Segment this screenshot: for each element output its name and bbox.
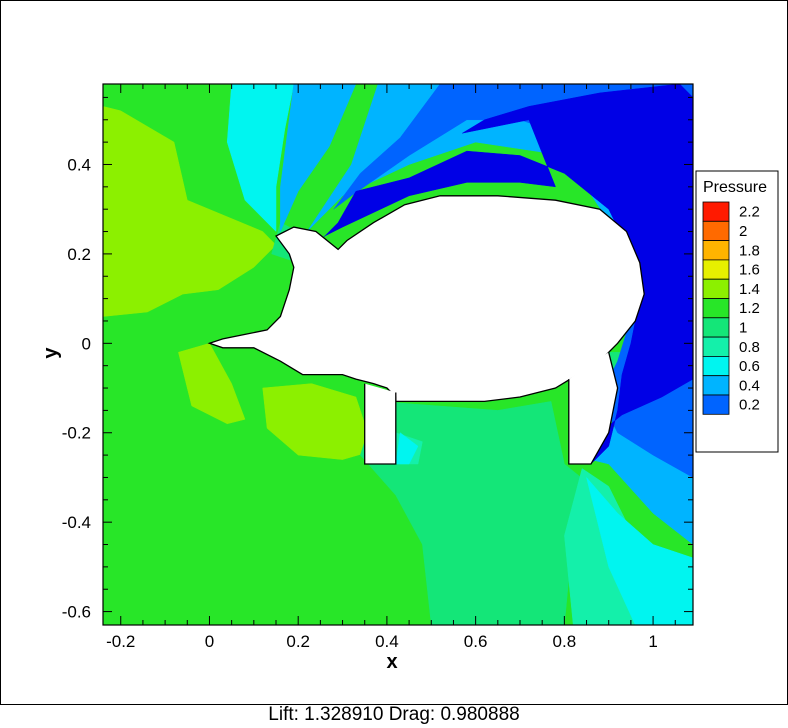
x-tick-label: 1 — [648, 632, 657, 651]
legend-swatch — [702, 298, 730, 319]
contour-region-3 — [262, 383, 374, 460]
legend-label: 1.6 — [739, 262, 760, 279]
pig-leg-outline-1 — [568, 352, 619, 465]
y-tick-label: 0.4 — [67, 155, 91, 174]
legend-swatch — [702, 240, 730, 261]
legend-label: 1.2 — [739, 300, 760, 317]
y-tick-label: -0.6 — [62, 603, 91, 622]
contour-region-1 — [103, 106, 277, 317]
pig-leg-0 — [364, 383, 396, 464]
legend-swatch — [702, 259, 730, 280]
pig-body — [207, 195, 645, 465]
x-tick-label: -0.2 — [106, 632, 135, 651]
y-tick-label: 0.2 — [67, 245, 91, 264]
legend-swatch — [702, 394, 730, 415]
legend-label: 1.4 — [739, 281, 760, 298]
plot-border — [102, 83, 694, 626]
contour-region-15 — [315, 84, 693, 465]
legend-label: 2 — [739, 223, 747, 240]
legend-title: Pressure — [703, 179, 767, 196]
y-axis-title: y — [40, 347, 62, 359]
legend-label: 1 — [739, 319, 747, 336]
y-tick-label: 0 — [82, 334, 91, 353]
pig-body-outline — [207, 195, 645, 403]
x-axis: -0.2 0 0.2 0.4 0.6 0.8 1 — [106, 84, 676, 651]
contour-region-10 — [586, 477, 693, 625]
legend-swatches: 2.2 2 1.8 1.6 1.4 1.2 1 0.8 0.6 0.4 0.2 — [702, 201, 760, 415]
x-tick-label: 0.4 — [375, 632, 399, 651]
contour-region-12 — [280, 84, 357, 232]
legend-swatch — [702, 336, 730, 357]
contour-plot: -0.2 0 0.2 0.4 0.6 0.8 1 -0.6 -0.4 -0.2 0 0.2 0.4 x… — [40, 83, 779, 673]
y-tick-label: -0.2 — [62, 424, 91, 443]
legend-label: 0.4 — [739, 377, 760, 394]
pig-leg-outline-0 — [364, 383, 397, 465]
contour-region-9 — [226, 84, 295, 233]
x-tick-label: 0.8 — [553, 632, 577, 651]
legend-swatch — [702, 375, 730, 396]
pig-leg-1 — [568, 352, 618, 464]
y-tick-label: -0.4 — [62, 513, 91, 532]
x-axis-title: x — [386, 651, 397, 673]
x-tick-label: 0 — [205, 632, 214, 651]
legend-label: 0.2 — [739, 397, 760, 414]
lift-drag-caption: Lift: 1.328910 Drag: 0.980888 — [268, 704, 520, 725]
x-tick-label: 0.6 — [464, 632, 488, 651]
legend-label: 1.8 — [739, 242, 760, 259]
legend-swatch — [702, 355, 730, 377]
contour-region-11 — [395, 432, 419, 465]
x-tick-label: 0.2 — [286, 632, 310, 651]
y-axis: -0.6 -0.4 -0.2 0 0.2 0.4 — [62, 96, 693, 622]
legend-swatch — [702, 220, 730, 242]
legend-swatch — [702, 201, 730, 222]
legend-label: 0.8 — [739, 339, 760, 356]
legend-label: 0.6 — [739, 358, 760, 375]
legend-swatch — [702, 278, 730, 299]
legend-swatch — [702, 317, 730, 338]
legend-label: 2.2 — [739, 204, 760, 221]
pressure-legend: Pressure 2.2 2 1.8 1.6 1.4 1.2 1 0.8 0.6 0.4 0.2 — [695, 170, 779, 453]
